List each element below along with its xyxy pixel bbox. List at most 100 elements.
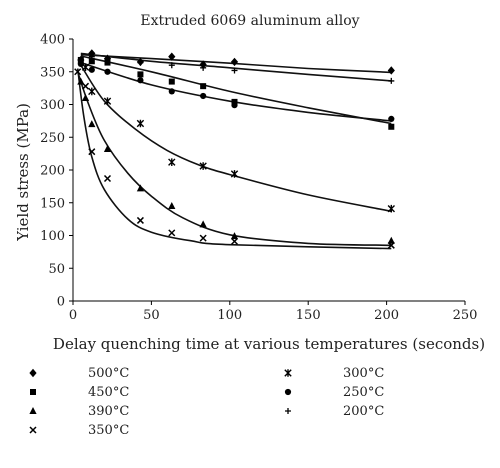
fit-curve-250c <box>80 61 392 122</box>
data-point <box>387 66 395 75</box>
legend-item-300c: 300°C <box>284 366 384 381</box>
legend-label: 350°C <box>88 423 129 438</box>
legend-marker <box>29 407 37 414</box>
y-tick-label: 50 <box>48 262 65 277</box>
legend-item-250c: 250°C <box>284 385 384 400</box>
x-tick-label: 250 <box>453 308 478 323</box>
legend-label: 500°C <box>88 366 129 381</box>
data-point <box>104 59 111 66</box>
data-point <box>200 92 207 100</box>
legend-item-450c: 450°C <box>30 385 129 400</box>
data-point <box>168 202 176 210</box>
legend: 500°C 450°C 390°C 350°C 300°C 250°C 200°C <box>29 366 384 438</box>
legend-label: 250°C <box>343 385 384 400</box>
y-tick-label: 250 <box>40 131 65 146</box>
data-point <box>77 56 84 63</box>
chart-title: Extruded 6069 aluminum alloy <box>140 13 359 29</box>
series-350c <box>74 68 395 249</box>
ticks-layer: 0 50 100 150 200 250 0 50 100 150 200 250 300 350 400 <box>40 33 477 324</box>
data-points <box>74 49 395 249</box>
data-point <box>88 148 96 156</box>
data-point <box>74 68 82 76</box>
data-point <box>77 60 84 67</box>
data-point <box>230 232 239 240</box>
legend-item-200c: 200°C <box>285 404 384 419</box>
y-axis-label: Yield stress (MPa) <box>14 103 32 242</box>
data-point <box>137 59 144 66</box>
data-point <box>104 56 111 63</box>
data-point <box>103 145 112 153</box>
data-point <box>230 170 239 178</box>
data-point <box>136 216 144 224</box>
data-point <box>104 68 111 75</box>
data-point <box>199 60 207 69</box>
fit-curve-300c <box>80 64 392 213</box>
y-tick-label: 400 <box>40 33 65 48</box>
series-390c <box>77 77 395 244</box>
data-point <box>231 102 238 109</box>
fit-curve-390c <box>76 71 392 247</box>
data-point <box>88 66 95 73</box>
legend-marker <box>30 389 36 395</box>
data-point <box>230 237 239 245</box>
data-point <box>199 220 207 228</box>
fit-curve-500c <box>80 53 392 74</box>
data-point <box>231 67 238 74</box>
y-tick-label: 300 <box>40 98 65 113</box>
data-point <box>136 184 145 192</box>
legend-item-350c: 350°C <box>29 423 129 438</box>
fit-curve-350c <box>76 68 392 250</box>
x-tick-label: 150 <box>296 308 321 323</box>
legend-item-500c: 500°C <box>29 366 129 381</box>
data-point <box>388 115 395 123</box>
data-point <box>81 93 90 101</box>
legend-marker <box>284 369 292 377</box>
data-point <box>88 87 96 96</box>
data-point <box>199 234 207 242</box>
data-point <box>387 204 395 213</box>
y-tick-label: 100 <box>40 229 65 244</box>
legend-marker <box>284 388 292 396</box>
data-point <box>82 82 90 90</box>
fit-curve-200c <box>80 52 392 82</box>
legend-label: 300°C <box>343 366 384 381</box>
y-tick-label: 150 <box>40 196 65 211</box>
data-point <box>388 123 395 130</box>
x-tick-label: 50 <box>143 308 160 323</box>
legend-marker <box>285 408 291 414</box>
legend-marker <box>29 426 37 434</box>
data-point <box>137 77 144 84</box>
data-point <box>136 119 145 128</box>
data-point <box>88 58 95 65</box>
data-point <box>387 236 395 244</box>
x-axis-label: Delay quenching time at various temperat… <box>53 335 485 353</box>
legend-marker <box>29 368 37 378</box>
y-tick-label: 350 <box>40 65 65 80</box>
data-point <box>200 83 207 90</box>
data-point <box>388 77 395 84</box>
data-point <box>230 57 239 67</box>
data-point <box>103 174 112 183</box>
data-point <box>103 97 112 106</box>
legend-label: 450°C <box>88 385 129 400</box>
series-450c <box>77 56 395 130</box>
series-200c <box>88 53 395 84</box>
legend-item-390c: 390°C <box>29 404 129 419</box>
data-point <box>88 53 95 60</box>
fit-curves <box>76 52 392 250</box>
data-point <box>137 71 144 78</box>
x-tick-label: 100 <box>217 308 242 323</box>
data-point <box>168 52 176 61</box>
data-point <box>387 241 395 249</box>
data-point <box>88 49 96 58</box>
x-tick-label: 200 <box>374 308 399 323</box>
data-point <box>199 162 207 170</box>
series-250c <box>77 60 395 123</box>
data-point <box>168 229 176 237</box>
data-point <box>231 98 238 105</box>
data-point <box>168 78 175 85</box>
legend-label: 200°C <box>343 404 384 419</box>
data-point <box>88 120 96 128</box>
